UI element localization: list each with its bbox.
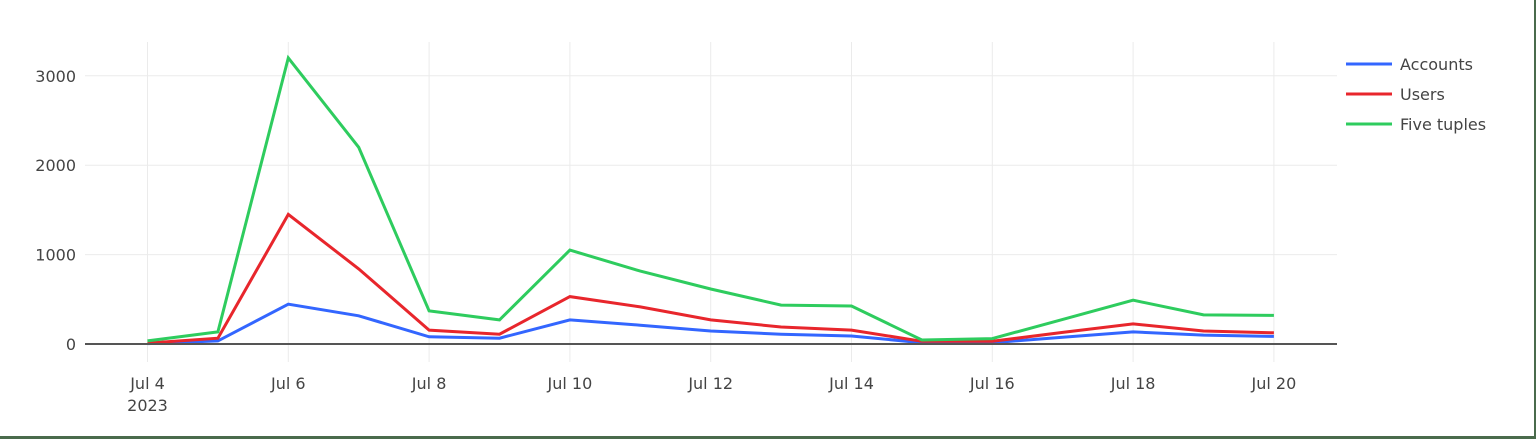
grid-lines <box>85 42 1337 362</box>
legend-label-users: Users <box>1400 85 1445 104</box>
legend-label-five-tuples: Five tuples <box>1400 115 1486 134</box>
x-tick-label: Jul 4 <box>129 374 165 393</box>
x-tick-label: Jul 20 <box>1251 374 1297 393</box>
y-tick-label: 0 <box>66 335 76 354</box>
series-line-users <box>147 212 1274 345</box>
x-tick-sublabel-year: 2023 <box>127 396 168 415</box>
legend-item-five-tuples[interactable]: Five tuples <box>1346 115 1486 134</box>
series-line-accounts <box>147 302 1274 346</box>
series-lines <box>147 54 1274 346</box>
x-tick-label: Jul 12 <box>687 374 733 393</box>
x-tick-label: Jul 8 <box>411 374 447 393</box>
x-axis: Jul 4 2023 Jul 6 Jul 8 Jul 10 Jul 12 Jul 14 Jul… <box>127 374 1296 415</box>
y-tick-label: 1000 <box>35 246 76 265</box>
x-tick-label: Jul 6 <box>270 374 306 393</box>
y-tick-label: 2000 <box>35 156 76 175</box>
series-line-five-tuples <box>147 54 1274 343</box>
x-tick-label: Jul 14 <box>828 374 874 393</box>
y-tick-label: 3000 <box>35 67 76 86</box>
legend-item-users[interactable]: Users <box>1346 85 1445 104</box>
legend[interactable]: Accounts Users Five tuples <box>1346 55 1486 134</box>
y-axis: 0 1000 2000 3000 <box>35 67 76 354</box>
legend-label-accounts: Accounts <box>1400 55 1473 74</box>
legend-item-accounts[interactable]: Accounts <box>1346 55 1473 74</box>
x-tick-label: Jul 18 <box>1110 374 1156 393</box>
x-tick-label: Jul 16 <box>969 374 1015 393</box>
x-tick-label: Jul 10 <box>547 374 593 393</box>
